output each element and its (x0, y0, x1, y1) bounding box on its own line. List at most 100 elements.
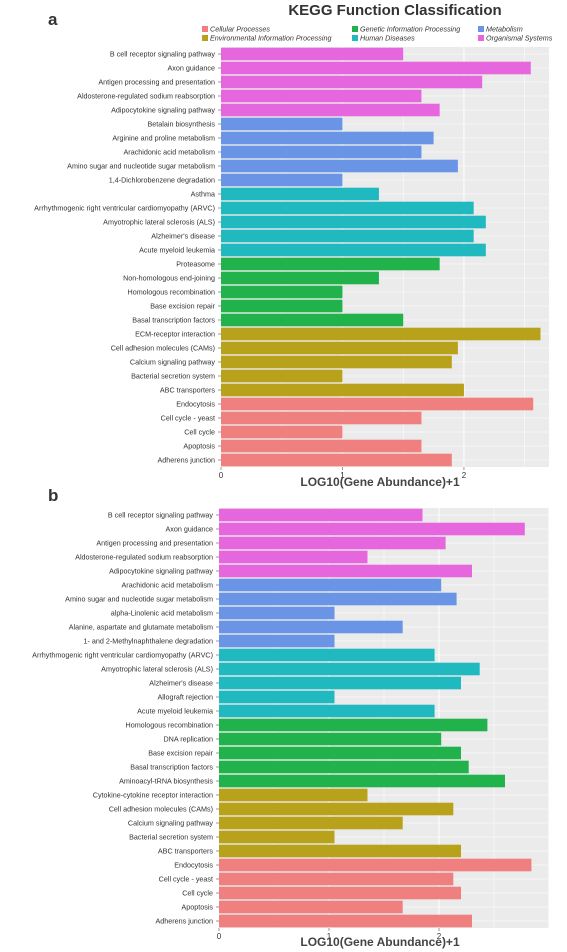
category-label: Alanine, aspartate and glutamate metabol… (69, 623, 213, 632)
category-label: Amino sugar and nucleotide sugar metabol… (67, 162, 215, 171)
bar-adherens-junction (221, 453, 452, 467)
category-label: Homologous recombination (126, 721, 214, 730)
bar-base-excision-repair (221, 299, 343, 313)
bar-homologous-recombination (221, 285, 343, 299)
category-label: Betalain biosynthesis (147, 120, 215, 129)
bar-homologous-recombination (219, 718, 488, 732)
category-label: Bacterial secretion system (131, 372, 215, 381)
category-label: Arachidonic acid metabolism (124, 148, 215, 157)
x-tick-label: 2 (437, 932, 442, 941)
bar-antigen-processing-and-presentation (219, 536, 446, 550)
category-label: Acute myeloid leukemia (139, 246, 215, 255)
bar-apoptosis (221, 439, 422, 453)
category-label: Adherens junction (155, 917, 213, 926)
category-label: Base excision repair (148, 749, 213, 758)
bar-abc-transporters (219, 844, 461, 858)
bar-cell-cycle (221, 425, 343, 439)
category-label: Adipocytokine signaling pathway (111, 106, 215, 115)
category-label: Calcium signaling pathway (130, 358, 216, 367)
category-label: Cytokine-cytokine receptor interaction (93, 791, 213, 800)
bar-dna-replication (219, 732, 442, 746)
legend-label-cellular-processes: Cellular Processes (210, 25, 270, 34)
bar-basal-transcription-factors (219, 760, 469, 774)
category-label: Arginine and proline metabolism (112, 134, 215, 143)
category-label: Adipocytokine signaling pathway (109, 567, 213, 576)
bar-axon-guidance (219, 522, 525, 536)
bar-aldosterone-regulated-sodium-reabsorption (221, 89, 422, 103)
bar-endocytosis (219, 858, 532, 872)
legend: Cellular Processes Genetic Information Pr… (202, 25, 553, 43)
bar-adipocytokine-signaling-pathway (219, 564, 472, 578)
category-label: Antigen processing and presentation (98, 78, 215, 87)
category-label: Axon guidance (167, 64, 215, 73)
bar-arrhythmogenic-right-ventricular-cardiomyopathy-arvc (219, 648, 435, 662)
bar-cytokine-cytokine-receptor-interaction (219, 788, 368, 802)
bar-arginine-and-proline-metabolism (221, 131, 434, 145)
panel-label-b: b (48, 486, 58, 505)
category-label: Non-homologous end-joining (123, 274, 215, 283)
bar-calcium-signaling-pathway (221, 355, 452, 369)
bar-b-cell-receptor-signaling-pathway (221, 47, 404, 61)
bar-proteasome (221, 257, 440, 271)
category-label: Cell cycle - yeast (159, 875, 213, 884)
panel-a: a B cell receptor signaling pathway Axon g… (34, 10, 549, 489)
category-label: 1,4-Dichlorobenzene degradation (109, 176, 215, 185)
category-label: alpha-Linolenic acid metabolism (111, 609, 213, 618)
bar-allograft-rejection (219, 690, 335, 704)
legend-label-environmental-information-processing: Environmental Information Processing (210, 34, 331, 43)
bar-calcium-signaling-pathway (219, 816, 403, 830)
bar-basal-transcription-factors (221, 313, 404, 327)
category-label: ABC transporters (158, 847, 214, 856)
category-label: Alzheimer's disease (149, 679, 213, 688)
x-tick-label: 1 (340, 471, 345, 480)
category-label: Homologous recombination (128, 288, 216, 297)
category-label: Asthma (191, 190, 215, 199)
bar-non-homologous-end-joining (221, 271, 379, 285)
bar-alzheimer-s-disease (221, 229, 474, 243)
category-label: Amyotrophic lateral sclerosis (ALS) (103, 218, 215, 227)
category-label: Endocytosis (176, 400, 215, 409)
bar-apoptosis (219, 900, 403, 914)
category-label: Calcium signaling pathway (128, 819, 214, 828)
category-label: Alzheimer's disease (151, 232, 215, 241)
x-tick-label: 0 (219, 471, 224, 480)
bar-base-excision-repair (219, 746, 461, 760)
legend-swatch-cellular-processes (202, 26, 208, 32)
category-label: 1- and 2-Methylnaphthalene degradation (84, 637, 213, 646)
bar-asthma (221, 187, 379, 201)
bar-arachidonic-acid-metabolism (219, 578, 442, 592)
bar-amyotrophic-lateral-sclerosis-als (221, 215, 486, 229)
bar-amino-sugar-and-nucleotide-sugar-metabolism (219, 592, 457, 606)
category-label: Cell adhesion molecules (CAMs) (111, 344, 215, 353)
category-label: Proteasome (176, 260, 215, 269)
category-label: Adherens junction (157, 456, 215, 465)
category-label: Bacterial secretion system (129, 833, 213, 842)
legend-swatch-human-diseases (352, 35, 358, 41)
category-label: Cell cycle - yeast (161, 414, 215, 423)
bar-acute-myeloid-leukemia (219, 704, 435, 718)
bar-aldosterone-regulated-sodium-reabsorption (219, 550, 368, 564)
legend-swatch-organismal-systems (478, 35, 484, 41)
bar-1-and-2-methylnaphthalene-degradation (219, 634, 335, 648)
x-axis-label: LOG10(Gene Abundance)+1 (300, 935, 460, 949)
bar-amino-sugar-and-nucleotide-sugar-metabolism (221, 159, 458, 173)
category-label: Amino sugar and nucleotide sugar metabol… (65, 595, 213, 604)
category-label: Amyotrophic lateral sclerosis (ALS) (101, 665, 213, 674)
bar-1-4-dichlorobenzene-degradation (221, 173, 343, 187)
category-label: Aldosterone-regulated sodium reabsorptio… (77, 92, 215, 101)
x-tick-label: 1 (327, 932, 332, 941)
category-label: Apoptosis (181, 903, 213, 912)
category-label: Arachidonic acid metabolism (122, 581, 213, 590)
legend-swatch-genetic-information-processing (352, 26, 358, 32)
bar-arrhythmogenic-right-ventricular-cardiomyopathy-arvc (221, 201, 474, 215)
legend-label-metabolism: Metabolism (486, 25, 523, 34)
bar-abc-transporters (221, 383, 464, 397)
x-tick-label: 0 (217, 932, 222, 941)
legend-label-human-diseases: Human Diseases (360, 34, 415, 43)
x-axis-label: LOG10(Gene Abundance)+1 (300, 475, 460, 489)
category-label: Aminoacyl-tRNA biosynthesis (119, 777, 213, 786)
bar-alanine-aspartate-and-glutamate-metabolism (219, 620, 403, 634)
bar-alzheimer-s-disease (219, 676, 461, 690)
legend-swatch-metabolism (478, 26, 484, 32)
